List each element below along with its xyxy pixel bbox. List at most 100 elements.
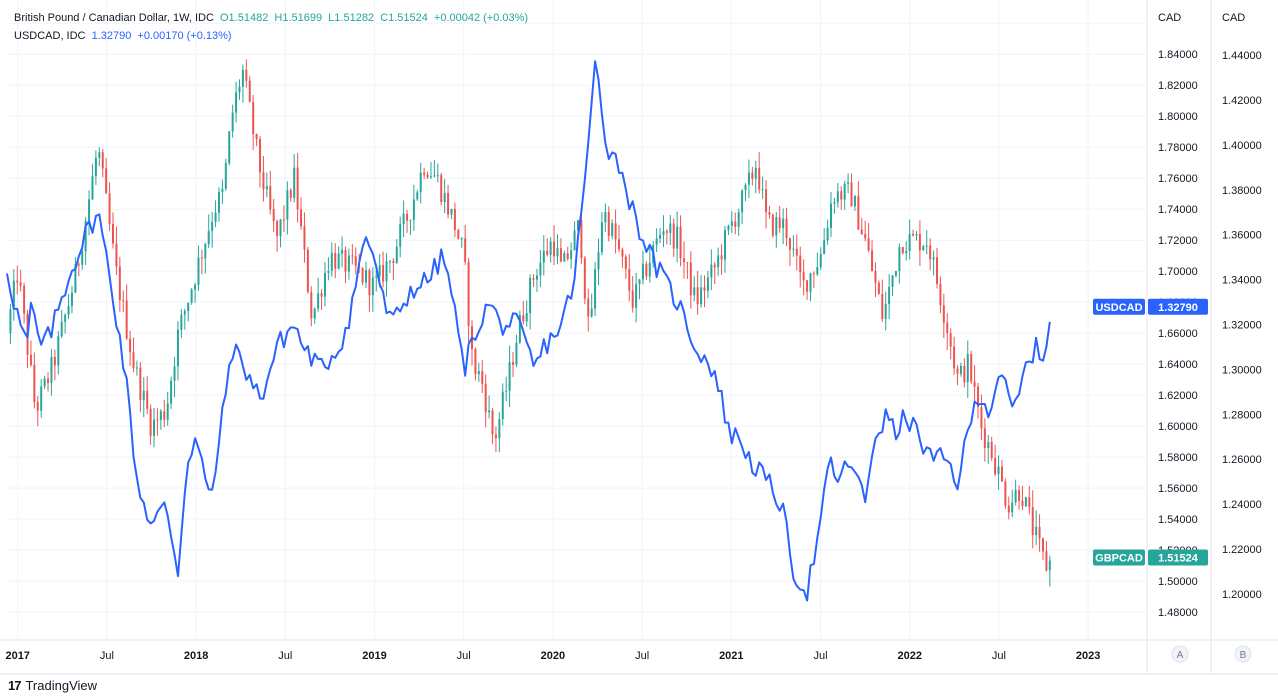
gbpcad-candle [33,364,36,403]
axis-a-tick-label: 1.54000 [1158,514,1198,526]
gbpcad-candle [498,419,501,439]
gbpcad-candle [402,213,405,225]
usdcad-value: 1.32790 [1158,302,1198,314]
gbpcad-candle [925,245,928,247]
gbpcad-candle [238,86,241,93]
gbpcad-candle [88,199,91,221]
gbpcad-candle [953,346,956,369]
gbpcad-candle [638,279,641,285]
gbpcad-candle [689,262,692,296]
gbpcad-candle [361,268,364,283]
gbpcad-candle [197,257,200,285]
gbpcad-candle [778,217,781,229]
gbpcad-candle [915,234,918,236]
gbpcad-candle [382,265,385,282]
gbpcad-candle [874,271,877,283]
gbpcad-candle [115,243,118,267]
gbpcad-candle [388,260,391,262]
tradingview-logo[interactable]: 17 TradingView [8,678,97,693]
gbpcad-candle [221,188,224,193]
axis-b-ticks: 1.20000 1.22000 1.24000 1.26000 1.28000 1.300… [1222,50,1262,601]
gbpcad-candle [508,362,511,391]
gbpcad-candle [211,221,214,232]
gbpcad-candle [744,184,747,191]
gbpcad-candle [566,253,569,260]
gbpcad-candle [320,293,323,297]
gbpcad-candle [713,264,716,268]
usdcad-line [6,60,1051,602]
axis-a-tick-label: 1.58000 [1158,452,1198,464]
gbpcad-candle [310,292,313,319]
gbpcad-candle [724,230,727,260]
axis-a-tick-label: 1.84000 [1158,49,1198,61]
gbpcad-candle [1045,551,1048,571]
gbpcad-candle [334,253,337,269]
gbpcad-candle [994,458,997,475]
gbpcad-candle [1021,500,1024,507]
gbpcad-candle [648,262,651,277]
gbpcad-candle [553,241,556,257]
gbpcad-candle [604,211,607,223]
gbpcad-value: 1.51524 [1158,552,1199,564]
gbpcad-candle [447,193,450,215]
gbpcad-candle [618,239,621,250]
gbpcad-candle [231,112,234,132]
axis-b-tick-label: 1.26000 [1222,454,1262,466]
gbpcad-candle [255,134,258,140]
gbpcad-candle [436,175,439,177]
gbpcad-candle [621,249,624,257]
gbpcad-candle [864,233,867,239]
usdcad-label: USDCAD [1095,302,1142,314]
legend-change: +0.00042 (+0.03%) [433,12,529,24]
gbpcad-candle [700,287,703,305]
gbpcad-candle [836,191,839,203]
gbpcad-candle [881,293,884,319]
gbpcad-candle [751,172,754,179]
scale-b-button[interactable]: B [1234,645,1252,663]
axis-b-tick-label: 1.22000 [1222,544,1262,556]
gbpcad-candle [214,212,217,222]
gbpcad-candle [662,231,665,235]
gbpcad-candle [235,92,238,113]
gbpcad-candle [614,223,617,240]
gbpcad-candle [830,203,833,228]
gbpcad-candle [132,352,135,369]
gbpcad-candle [98,152,101,158]
axis-b-tick-label: 1.32000 [1222,319,1262,331]
gbpcad-candle [156,419,159,421]
axis-b-tick-label: 1.38000 [1222,185,1262,197]
legend-high: H1.51699 [274,12,323,24]
gbpcad-candle [269,185,272,210]
gbpcad-candle [1014,489,1017,503]
gbpcad-candle [166,403,169,420]
time-axis-tick-label: 2017 [5,650,29,662]
axis-a-tick-label: 1.78000 [1158,142,1198,154]
gbpcad-candle [532,278,535,280]
axis-a-tick-label: 1.48000 [1158,607,1198,619]
gbpcad-candle [163,411,166,420]
legend-usdcad: USDCAD, IDC 1.32790 +0.00170 (+0.13%) [14,29,235,43]
gbpcad-candle [139,367,142,401]
time-axis-tick-label: 2022 [897,650,921,662]
gbpcad-candle [262,172,265,190]
gbpcad-candle [788,238,791,250]
gbpcad-candle [659,234,662,239]
axis-a-tick-label: 1.70000 [1158,266,1198,278]
gbpcad-candle [949,333,952,347]
gbpcad-candle [823,240,826,254]
time-axis-tick-label: Jul [635,650,649,662]
time-axis-tick-label: Jul [813,650,827,662]
gbpcad-candle [515,342,518,365]
time-axis-tick-label: 2019 [362,650,386,662]
gbpcad-candle [549,241,552,255]
gbpcad-candle [1048,560,1051,571]
gbpcad-candle [816,267,819,275]
gbpcad-candle [696,287,699,305]
axis-b-unit: CAD [1222,12,1245,24]
gbpcad-candle [710,264,713,278]
scale-a-button[interactable]: A [1171,645,1189,663]
gbpcad-candle [782,218,785,229]
gbpcad-candle [135,367,138,369]
gbpcad-candle [1011,502,1014,513]
